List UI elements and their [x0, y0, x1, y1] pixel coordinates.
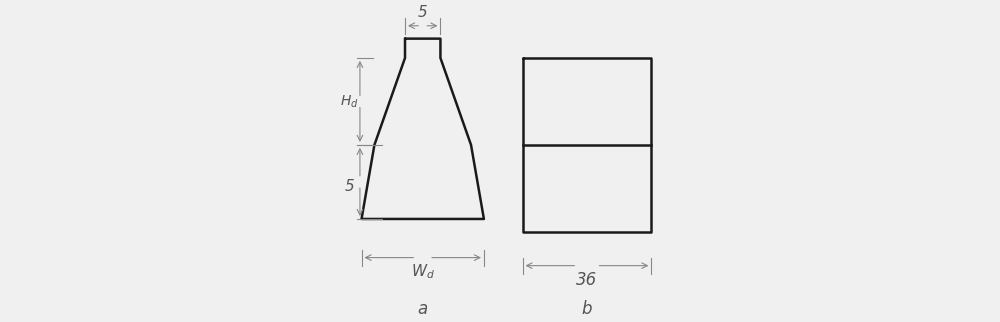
Text: H$_d$: H$_d$	[340, 93, 359, 109]
Text: b: b	[582, 300, 592, 318]
Text: 5: 5	[418, 5, 428, 20]
Text: 5: 5	[344, 179, 354, 194]
Text: a: a	[418, 300, 428, 318]
Text: 36: 36	[576, 271, 598, 289]
Text: W$_d$: W$_d$	[411, 263, 435, 281]
